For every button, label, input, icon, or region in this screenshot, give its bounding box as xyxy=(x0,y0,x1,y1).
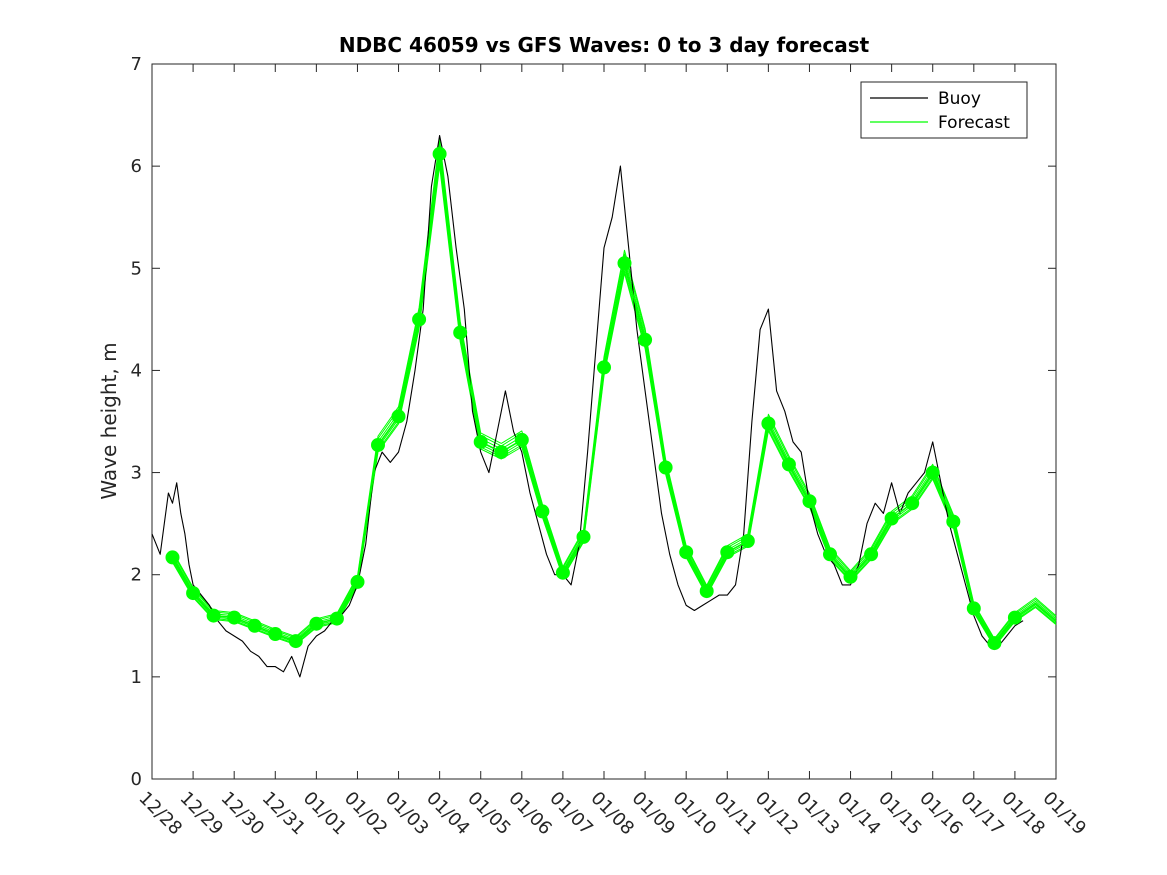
y-axis-ticks: 0 1 2 3 4 5 6 7 xyxy=(131,54,1056,790)
legend-box xyxy=(860,81,1028,139)
forecast-marker xyxy=(617,256,632,271)
forecast-marker xyxy=(761,416,776,431)
forecast-marker xyxy=(781,457,796,472)
forecast-marker xyxy=(309,616,324,631)
forecast-marker xyxy=(576,529,591,544)
forecast-marker xyxy=(925,465,940,480)
y-tick-label: 1 xyxy=(131,667,142,688)
y-tick-label: 5 xyxy=(131,258,142,279)
y-tick-label: 6 xyxy=(131,156,142,177)
forecast-marker xyxy=(720,545,735,560)
y-tick-label: 0 xyxy=(131,769,142,790)
forecast-marker xyxy=(740,534,755,548)
forecast-marker xyxy=(165,550,180,565)
forecast-marker xyxy=(802,494,817,509)
forecast-marker xyxy=(823,547,837,562)
forecast-markers xyxy=(165,146,1022,651)
forecast-marker xyxy=(227,610,242,625)
y-axis-label: Wave height, m xyxy=(97,342,121,499)
forecast-marker xyxy=(946,514,961,529)
forecast-marker xyxy=(186,586,201,601)
forecast-marker xyxy=(864,547,879,562)
forecast-marker xyxy=(268,627,283,641)
legend-forecast-label: Forecast xyxy=(938,113,1010,133)
forecast-marker xyxy=(350,574,365,589)
forecast-marker xyxy=(412,312,427,327)
forecast-marker xyxy=(473,434,488,449)
forecast-marker xyxy=(638,332,653,347)
forecast-marker xyxy=(535,504,550,519)
forecast-marker xyxy=(987,636,1002,651)
forecast-marker xyxy=(247,618,262,633)
forecast-marker xyxy=(679,545,694,560)
forecast-marker xyxy=(905,496,920,511)
forecast-marker xyxy=(843,569,858,584)
forecast-marker xyxy=(1007,610,1022,625)
forecast-marker xyxy=(555,565,570,580)
legend-buoy-label: Buoy xyxy=(938,89,981,109)
buoy-line xyxy=(151,134,1024,678)
forecast-marker xyxy=(391,409,406,424)
y-tick-label: 3 xyxy=(131,463,142,484)
forecast-marker xyxy=(453,325,468,340)
forecast-marker xyxy=(699,584,714,599)
forecast-marker xyxy=(884,511,899,526)
buoy-series xyxy=(151,134,1024,678)
y-tick-label: 2 xyxy=(131,565,142,586)
chart-title: NDBC 46059 vs GFS Waves: 0 to 3 day fore… xyxy=(339,33,870,57)
legend: Buoy Forecast xyxy=(860,81,1028,139)
forecast-marker xyxy=(658,460,673,475)
forecast-marker xyxy=(432,146,447,161)
forecast-marker xyxy=(597,360,611,375)
forecast-marker xyxy=(494,445,509,460)
y-tick-label: 7 xyxy=(131,54,142,75)
forecast-marker xyxy=(288,634,303,649)
forecast-marker xyxy=(329,611,344,626)
forecast-marker xyxy=(371,438,385,452)
forecast-marker xyxy=(206,608,221,623)
forecast-marker xyxy=(514,432,529,447)
forecast-marker xyxy=(966,601,981,616)
y-tick-label: 4 xyxy=(131,360,142,381)
